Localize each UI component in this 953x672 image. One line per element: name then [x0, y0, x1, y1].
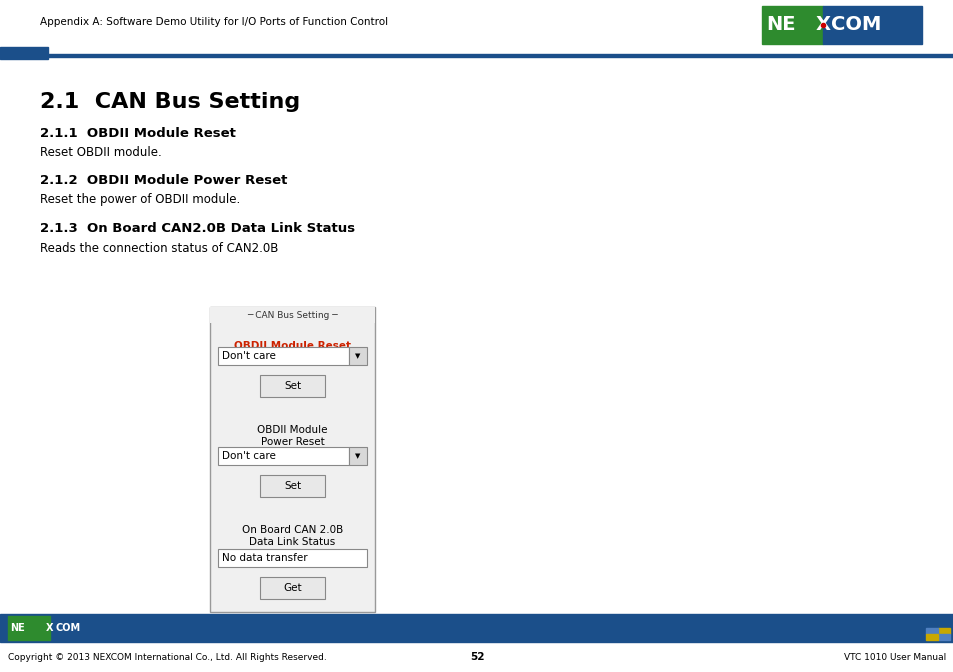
Text: No data transfer: No data transfer — [222, 553, 307, 563]
Bar — [761, 6, 821, 44]
Bar — [925, 628, 937, 634]
Text: Don't care: Don't care — [222, 351, 275, 361]
Text: Reset the power of OBDII module.: Reset the power of OBDII module. — [40, 193, 240, 206]
Bar — [349, 447, 367, 465]
Text: 2.1.2  OBDII Module Power Reset: 2.1.2 OBDII Module Power Reset — [40, 174, 287, 187]
Text: 52: 52 — [469, 652, 484, 662]
Bar — [260, 475, 325, 497]
Bar — [0, 614, 953, 642]
Bar — [260, 577, 325, 599]
Bar — [821, 6, 921, 44]
Text: COM: COM — [830, 15, 881, 34]
Text: NE: NE — [10, 623, 25, 633]
Text: VTC 1010 User Manual: VTC 1010 User Manual — [842, 653, 945, 661]
Text: Appendix A: Software Demo Utility for I/O Ports of Function Control: Appendix A: Software Demo Utility for I/… — [40, 17, 388, 27]
Bar — [349, 347, 367, 365]
Text: Set: Set — [284, 481, 301, 491]
Text: OBDII Module
Power Reset: OBDII Module Power Reset — [257, 425, 328, 447]
Bar — [218, 447, 349, 465]
Text: Don't care: Don't care — [222, 451, 275, 461]
Text: ▼: ▼ — [355, 453, 360, 459]
Text: 2.1  CAN Bus Setting: 2.1 CAN Bus Setting — [40, 92, 300, 112]
Text: Set: Set — [284, 381, 301, 391]
Text: 2.1.1  OBDII Module Reset: 2.1.1 OBDII Module Reset — [40, 127, 235, 140]
Bar — [0, 54, 953, 57]
Text: OBDII Module Reset: OBDII Module Reset — [233, 341, 351, 351]
Text: On Board CAN 2.0B
Data Link Status: On Board CAN 2.0B Data Link Status — [242, 525, 343, 546]
Text: ─ CAN Bus Setting ─: ─ CAN Bus Setting ─ — [247, 310, 337, 319]
Text: NE: NE — [765, 15, 795, 34]
Bar — [937, 628, 949, 634]
Bar — [8, 616, 50, 640]
Bar — [0, 0, 953, 52]
Bar — [210, 307, 375, 612]
Bar — [218, 549, 367, 567]
Bar — [260, 375, 325, 397]
Bar — [937, 634, 949, 640]
Text: Copyright © 2013 NEXCOM International Co., Ltd. All Rights Reserved.: Copyright © 2013 NEXCOM International Co… — [8, 653, 327, 661]
Text: ▼: ▼ — [355, 353, 360, 359]
Text: X: X — [46, 623, 53, 633]
Text: Get: Get — [283, 583, 301, 593]
Text: X: X — [815, 15, 829, 34]
Text: Reads the connection status of CAN2.0B: Reads the connection status of CAN2.0B — [40, 242, 278, 255]
Text: COM: COM — [56, 623, 81, 633]
Text: 2.1.3  On Board CAN2.0B Data Link Status: 2.1.3 On Board CAN2.0B Data Link Status — [40, 222, 355, 235]
Text: Reset OBDII module.: Reset OBDII module. — [40, 146, 162, 159]
Bar — [0, 47, 48, 59]
Bar — [925, 634, 937, 640]
Bar — [210, 307, 375, 323]
Bar — [218, 347, 349, 365]
